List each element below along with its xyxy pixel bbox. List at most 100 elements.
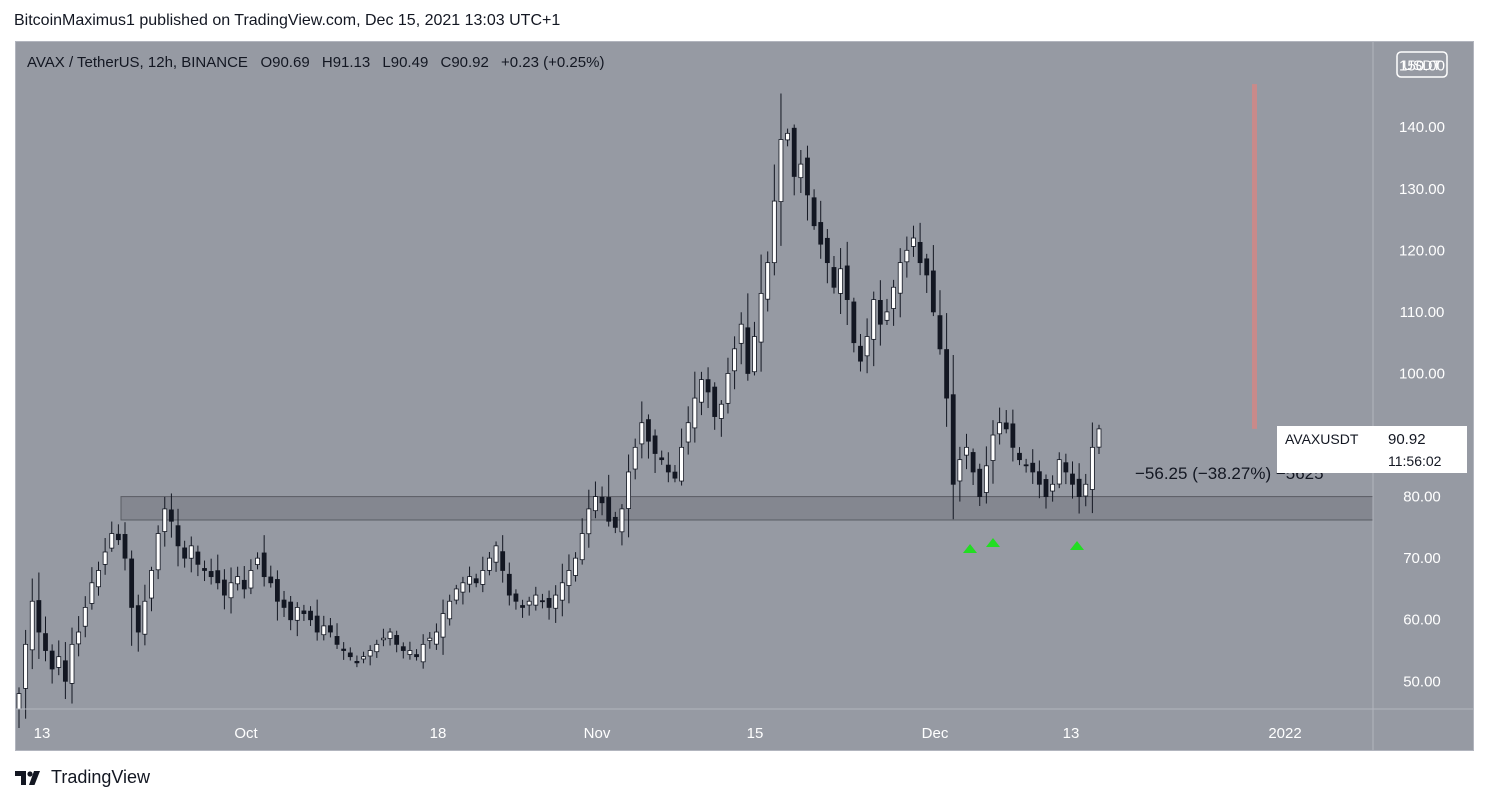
candle-body <box>400 646 406 651</box>
candle-body <box>202 568 207 571</box>
candle-body <box>758 293 764 343</box>
candle-body <box>811 197 817 227</box>
x-tick-label: 2022 <box>1268 725 1301 742</box>
candle-body <box>718 403 724 419</box>
candle-body <box>281 599 287 608</box>
candle-body <box>62 660 68 682</box>
candle-body <box>453 588 459 601</box>
price-tag-countdown: 11:56:02 <box>1388 453 1442 469</box>
candle-body <box>43 633 48 651</box>
candle-body <box>738 323 744 344</box>
candle-body <box>361 656 366 660</box>
candle-body <box>652 435 658 454</box>
candle-body <box>155 533 161 571</box>
candle-body <box>586 508 592 535</box>
measure-label: −56.25 (−38.27%) −5625 <box>1135 464 1324 483</box>
candle-body <box>964 446 969 456</box>
currency-badge-box[interactable] <box>1396 51 1448 78</box>
candle-body <box>546 597 552 608</box>
candle-body <box>778 139 784 203</box>
candle-body <box>500 551 506 571</box>
price-tag-price: 90.92 <box>1388 431 1426 448</box>
candle-body <box>314 615 320 633</box>
candle-body <box>1056 459 1062 485</box>
candle-body <box>977 468 983 497</box>
candle-body <box>659 457 665 461</box>
candle-body <box>732 348 737 372</box>
currency-badge[interactable]: USDT <box>1403 57 1442 73</box>
candle-body <box>447 600 453 620</box>
tradingview-logo[interactable]: TradingView <box>15 767 150 788</box>
candle-body <box>308 610 313 621</box>
candle-body <box>69 643 75 684</box>
candle-body <box>1076 478 1082 497</box>
y-tick-label: 50.00 <box>1403 673 1441 690</box>
candle-body <box>182 547 188 559</box>
candle-body <box>612 516 618 528</box>
candle-body <box>851 301 857 344</box>
candle-body <box>162 508 168 532</box>
candle-body <box>1050 483 1056 492</box>
candle-body <box>235 576 241 585</box>
legend-low-label: L <box>382 54 391 71</box>
candle-body <box>540 600 545 603</box>
x-axis-ticks: 13 Oct 18 Nov 15 Dec 13 2022 <box>34 725 1302 742</box>
candle-body <box>712 386 718 417</box>
y-tick-label: 100.00 <box>1399 365 1445 382</box>
candle-body <box>434 631 439 645</box>
support-arrow-icon <box>1070 541 1084 550</box>
candle-body <box>599 496 605 504</box>
candle-body <box>275 579 280 602</box>
candle-body <box>354 660 360 664</box>
candle-body <box>1030 462 1036 473</box>
candle-body <box>460 582 466 593</box>
candle-body <box>420 643 426 663</box>
candle-body <box>884 311 890 321</box>
y-tick-label: 140.00 <box>1399 119 1445 136</box>
chart-frame[interactable] <box>15 41 1474 751</box>
candle-body <box>824 237 830 264</box>
candle-body <box>626 471 631 509</box>
candle-body <box>646 419 651 442</box>
candle-body <box>142 600 148 635</box>
candle-body <box>937 315 943 350</box>
support-arrow-icon <box>986 538 1000 547</box>
candle-body <box>858 345 863 362</box>
candle-body <box>135 605 141 633</box>
candle-body <box>115 533 121 541</box>
candle-body <box>864 336 870 357</box>
x-tick-label: Nov <box>584 725 611 742</box>
tradingview-brand: TradingView <box>51 767 151 787</box>
candle-body <box>533 594 539 606</box>
candle-body <box>559 582 565 601</box>
candle-body <box>23 643 29 689</box>
candle-body <box>904 249 910 263</box>
legend-open: 90.69 <box>272 54 310 71</box>
candle-body <box>1023 464 1029 467</box>
candle-body <box>122 534 128 559</box>
candle-body <box>506 573 512 596</box>
legend-change: +0.23 (+0.25%) <box>501 54 605 71</box>
candle-body <box>301 610 307 614</box>
candle-body <box>149 570 154 599</box>
y-tick-label: 60.00 <box>1403 612 1441 629</box>
candle-body <box>745 327 751 374</box>
candle-body <box>1010 423 1016 448</box>
candle-body <box>1089 446 1095 490</box>
candle-body <box>891 286 897 309</box>
legend-low: 90.49 <box>390 54 429 71</box>
candle-body <box>321 625 327 636</box>
candle-body <box>341 648 347 651</box>
candle-body <box>195 551 201 565</box>
candle-body <box>944 349 950 399</box>
legend-high-label: H <box>321 54 333 71</box>
candle-body <box>672 471 678 479</box>
candle-body <box>983 465 989 493</box>
candle-body <box>1036 471 1042 485</box>
candle-body <box>387 631 393 639</box>
candle-body <box>473 578 479 584</box>
candle-body <box>328 625 333 633</box>
candlestick-chart[interactable]: −56.25 (−38.27%) −5625 150.00 140.00 130.0… <box>15 41 1474 751</box>
price-tag-symbol: AVAXUSDT <box>1285 431 1359 447</box>
y-axis-ticks: 150.00 140.00 130.00 120.00 110.00 100.00 80.0… <box>1399 58 1445 691</box>
